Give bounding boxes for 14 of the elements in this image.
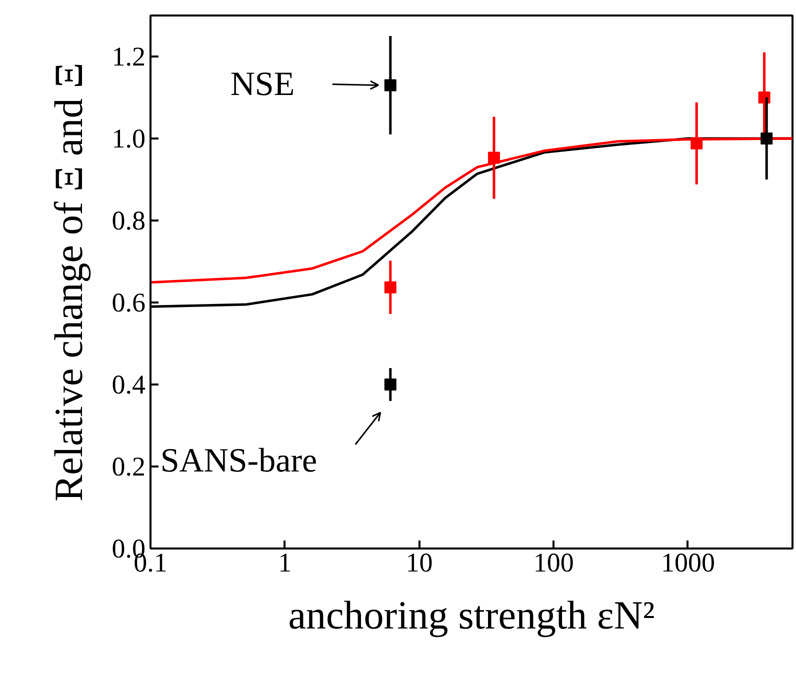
annotation: NSE xyxy=(230,66,295,104)
y-tick-label: 0.4 xyxy=(112,370,146,400)
x-tick-label: 100 xyxy=(533,548,574,578)
y-tick-label: 0.8 xyxy=(112,206,146,236)
y-axis-title: Relative change of Ξ and Ξ xyxy=(46,62,91,502)
x-tick-label: 1000 xyxy=(660,548,715,578)
x-axis-title: anchoring strength εN² xyxy=(288,592,655,638)
y-tick-label: 1.0 xyxy=(112,124,146,154)
y-tick-label: 0.6 xyxy=(112,288,146,318)
annotation: SANS-bare xyxy=(160,442,318,480)
x-tick-label: 10 xyxy=(406,548,433,578)
y-tick-label: 1.2 xyxy=(112,42,146,72)
y-tick-label: 0.2 xyxy=(112,452,146,482)
x-tick-label: 1 xyxy=(278,548,292,578)
